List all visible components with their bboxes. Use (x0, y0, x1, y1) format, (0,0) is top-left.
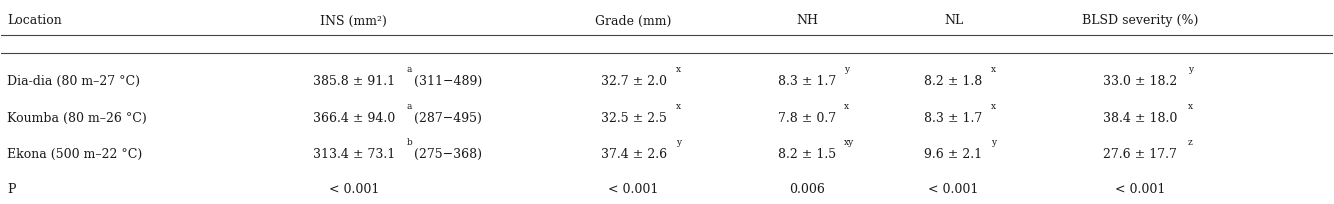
Text: < 0.001: < 0.001 (1115, 183, 1166, 196)
Text: 385.8 ± 91.1: 385.8 ± 91.1 (312, 75, 395, 88)
Text: y: y (676, 138, 682, 147)
Text: 313.4 ± 73.1: 313.4 ± 73.1 (312, 148, 395, 161)
Text: < 0.001: < 0.001 (928, 183, 979, 196)
Text: z: z (1187, 138, 1193, 147)
Text: a: a (407, 102, 412, 111)
Text: 9.6 ± 2.1: 9.6 ± 2.1 (924, 148, 983, 161)
Text: 7.8 ± 0.7: 7.8 ± 0.7 (778, 112, 836, 125)
Text: 32.5 ± 2.5: 32.5 ± 2.5 (600, 112, 667, 125)
Text: 8.3 ± 1.7: 8.3 ± 1.7 (924, 112, 983, 125)
Text: Grade (mm): Grade (mm) (595, 14, 672, 28)
Text: x: x (991, 102, 996, 111)
Text: (287−495): (287−495) (414, 112, 482, 125)
Text: y: y (844, 65, 850, 74)
Text: x: x (991, 65, 996, 74)
Text: 27.6 ± 17.7: 27.6 ± 17.7 (1103, 148, 1177, 161)
Text: (311−489): (311−489) (414, 75, 482, 88)
Text: < 0.001: < 0.001 (328, 183, 379, 196)
Text: < 0.001: < 0.001 (608, 183, 659, 196)
Text: 33.0 ± 18.2: 33.0 ± 18.2 (1103, 75, 1177, 88)
Text: 32.7 ± 2.0: 32.7 ± 2.0 (600, 75, 667, 88)
Text: 8.2 ± 1.5: 8.2 ± 1.5 (778, 148, 836, 161)
Text: 8.2 ± 1.8: 8.2 ± 1.8 (924, 75, 983, 88)
Text: 8.3 ± 1.7: 8.3 ± 1.7 (778, 75, 836, 88)
Text: x: x (844, 102, 850, 111)
Text: INS (mm²): INS (mm²) (320, 14, 387, 28)
Text: x: x (676, 102, 682, 111)
Text: P: P (8, 183, 16, 196)
Text: 366.4 ± 94.0: 366.4 ± 94.0 (312, 112, 395, 125)
Text: y: y (1189, 65, 1193, 74)
Text: 37.4 ± 2.6: 37.4 ± 2.6 (600, 148, 667, 161)
Text: BLSD severity (%): BLSD severity (%) (1082, 14, 1198, 28)
Text: NL: NL (944, 14, 963, 28)
Text: y: y (991, 138, 996, 147)
Text: x: x (676, 65, 682, 74)
Text: xy: xy (844, 138, 855, 147)
Text: b: b (407, 138, 412, 147)
Text: Ekona (500 m–22 °C): Ekona (500 m–22 °C) (8, 148, 143, 161)
Text: Koumba (80 m–26 °C): Koumba (80 m–26 °C) (8, 112, 147, 125)
Text: Location: Location (8, 14, 63, 28)
Text: 38.4 ± 18.0: 38.4 ± 18.0 (1103, 112, 1178, 125)
Text: x: x (1189, 102, 1193, 111)
Text: Dia-dia (80 m–27 °C): Dia-dia (80 m–27 °C) (8, 75, 140, 88)
Text: (275−368): (275−368) (415, 148, 483, 161)
Text: a: a (407, 65, 412, 74)
Text: 0.006: 0.006 (788, 183, 824, 196)
Text: NH: NH (796, 14, 818, 28)
